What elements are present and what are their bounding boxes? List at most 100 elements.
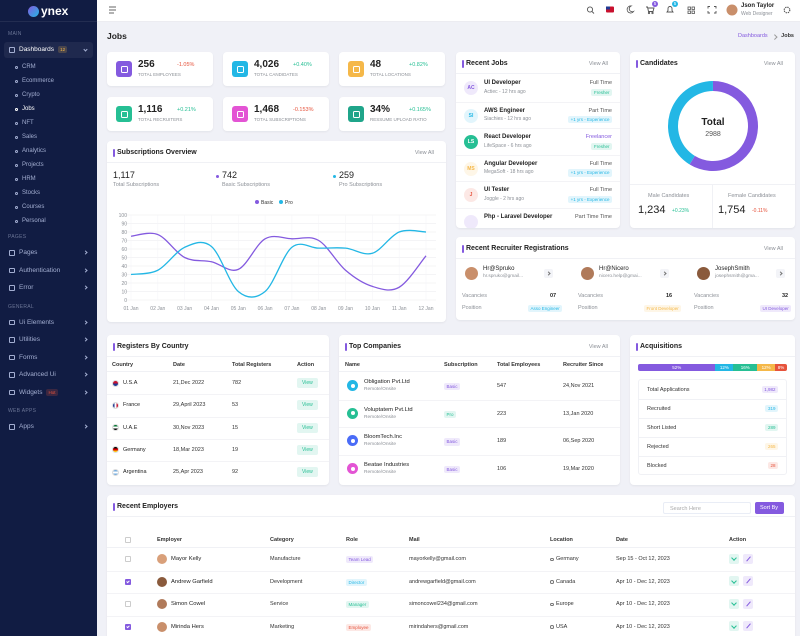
donut-segment	[689, 81, 758, 171]
row-line	[107, 615, 795, 617]
nav-item[interactable]: Widgets Hot	[4, 385, 93, 401]
breadcrumb-item[interactable]: Dashboards	[737, 33, 768, 39]
theme-toggle[interactable]	[626, 5, 635, 14]
summary-value: 742	[222, 170, 238, 180]
nav-icon	[9, 319, 15, 325]
cart-icon[interactable]	[646, 6, 655, 15]
view-button[interactable]: View	[297, 400, 318, 411]
registers-card: Registers By Country Country Date Total Reg…	[107, 335, 329, 485]
nav-subitem[interactable]: Personal	[4, 214, 93, 228]
job-item[interactable]: SI AWS Engineer Siachies - 12 hrs ago Part …	[456, 101, 620, 129]
row-checkbox[interactable]	[125, 623, 131, 630]
apps-icon[interactable]	[687, 6, 695, 14]
user-avatar[interactable]	[726, 4, 738, 16]
nav-subitem[interactable]: Stocks	[4, 186, 93, 200]
nav-item[interactable]: Authentication	[4, 263, 93, 279]
vacancies-value: 16	[666, 293, 673, 299]
nav-subitem[interactable]: HRM	[4, 172, 93, 186]
nav-item[interactable]: Forms	[4, 350, 93, 366]
view-all-button[interactable]: View All	[763, 245, 783, 252]
recruiter-open[interactable]	[544, 269, 553, 278]
search-input[interactable]: Search Here	[663, 502, 751, 514]
stat-value: 1,468	[254, 104, 280, 115]
row-checkbox[interactable]	[125, 556, 131, 562]
employer-avatar	[157, 554, 167, 564]
view-all-button[interactable]: View All	[414, 149, 434, 156]
recruiter-open[interactable]	[660, 269, 669, 278]
register-date: 21,Dec 2022	[173, 380, 205, 386]
nav-label: Advanced Ui	[19, 371, 56, 378]
row-checkbox[interactable]	[125, 578, 131, 585]
edit-button[interactable]	[743, 598, 753, 609]
view-button[interactable]: View	[297, 378, 318, 388]
job-item[interactable]: J UI Tester Joggle - 2 hrs ago Full Time +1 …	[456, 181, 620, 208]
segment-label: 52%	[672, 365, 682, 370]
nav-bullet	[15, 79, 18, 83]
nav-item[interactable]: Dashboards 12	[4, 42, 93, 58]
nav-subitem[interactable]: Courses	[4, 200, 93, 214]
sort-button[interactable]: Sort By	[755, 502, 785, 514]
company-logo	[347, 435, 358, 447]
table-header: Location	[550, 537, 573, 543]
country-flag	[112, 401, 119, 409]
nav-subitem[interactable]: Ecommerce	[4, 74, 93, 88]
job-item[interactable]: MS Angular Developer MegaSoft - 18 hrs ago…	[456, 154, 620, 182]
nav-sublabel: Sales	[22, 133, 38, 140]
header-checkbox[interactable]	[125, 537, 131, 543]
nav-subitem[interactable]: Projects	[4, 158, 93, 172]
nav-subitem[interactable]: Crypto	[4, 88, 93, 102]
job-item[interactable]: AC UI Developer Actiec - 12 hrs ago Full Ti…	[456, 75, 620, 102]
nav-item[interactable]: Apps	[4, 419, 93, 435]
settings-icon[interactable]	[783, 6, 791, 14]
view-button[interactable]: View	[297, 467, 318, 478]
y-tick-label: 30	[121, 272, 127, 278]
download-button[interactable]	[729, 553, 739, 564]
nav-item[interactable]: Pages	[4, 245, 93, 261]
legend-label: Pro	[285, 200, 293, 206]
row-line	[639, 437, 786, 438]
view-all-button[interactable]: View All	[588, 343, 608, 350]
nav-item[interactable]: Ui Elements	[4, 315, 93, 331]
nav-subitem[interactable]: NFT	[4, 116, 93, 130]
download-button[interactable]	[729, 621, 739, 631]
recruiter-open[interactable]	[776, 269, 785, 278]
row-checkbox[interactable]	[125, 601, 131, 607]
employer-mail: simoncowel234@gmail.com	[409, 601, 478, 607]
table-header-line	[339, 371, 620, 372]
edit-button[interactable]	[743, 576, 753, 586]
download-button[interactable]	[729, 598, 739, 609]
nav-subitem[interactable]: Analytics	[4, 144, 93, 158]
menu-toggle[interactable]	[109, 6, 116, 14]
nav-item[interactable]: Utilities	[4, 332, 93, 348]
user-role: Web Designer	[741, 11, 773, 17]
summary-label: Total Subscriptions	[113, 182, 160, 188]
nav-sublabel: Personal	[22, 217, 46, 224]
stat-label: TOTAL RECRUITERS	[138, 117, 183, 122]
nav-subitem[interactable]: Jobs	[4, 102, 93, 116]
job-item[interactable]: Php - Laravel Developer Part Time Time	[456, 208, 620, 228]
view-button[interactable]: View	[297, 444, 318, 455]
edit-button[interactable]	[743, 553, 753, 564]
donut-center-label: Total	[701, 117, 724, 128]
edit-button[interactable]	[743, 621, 753, 631]
nav-sublabel: Analytics	[22, 147, 47, 154]
job-item[interactable]: LS React Developer LifeSpace - 6 hrs ago Fr…	[456, 128, 620, 155]
view-button[interactable]: View	[297, 422, 318, 433]
language-flag[interactable]	[606, 6, 614, 13]
acquisition-label: Blocked	[647, 462, 667, 469]
fullscreen-icon[interactable]	[707, 6, 717, 14]
section-title: MAIN	[8, 31, 22, 37]
job-tag: Fresher	[591, 88, 612, 96]
nav-subitem[interactable]: Sales	[4, 130, 93, 144]
download-button[interactable]	[729, 576, 739, 586]
notification-icon[interactable]	[666, 6, 674, 13]
nav-label-group: Widgets Hot	[19, 388, 58, 396]
view-all-button[interactable]: View All	[763, 60, 783, 67]
company-logo-mark	[350, 466, 355, 471]
search-icon[interactable]	[586, 6, 595, 14]
title-accent	[113, 502, 115, 511]
view-all-button[interactable]: View All	[588, 60, 608, 67]
nav-subitem[interactable]: CRM	[4, 60, 93, 74]
nav-item[interactable]: Error	[4, 280, 93, 296]
nav-item[interactable]: Advanced Ui	[4, 367, 93, 383]
